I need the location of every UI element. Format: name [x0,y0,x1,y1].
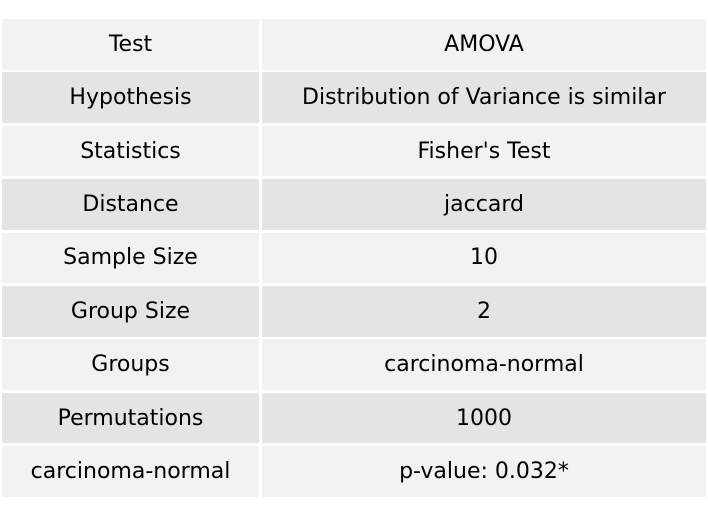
row-value: 2 [262,286,706,337]
row-value: 10 [262,232,706,284]
row-value: Fisher's Test [262,125,706,177]
row-label: Group Size [2,286,259,337]
row-label: Permutations [2,392,259,444]
row-value: p-value: 0.032* [262,446,706,497]
row-value: Distribution of Variance is similar [262,72,706,123]
row-label: Test [2,19,259,70]
row-label: Statistics [2,125,259,177]
row-value: 1000 [262,392,706,444]
row-value: AMOVA [262,19,706,70]
row-value: jaccard [262,179,706,230]
row-label: Sample Size [2,232,259,284]
row-label: Distance [2,179,259,230]
row-label: Hypothesis [2,72,259,123]
row-label: Groups [2,339,259,390]
row-value: carcinoma-normal [262,339,706,390]
row-label: carcinoma-normal [2,446,259,497]
